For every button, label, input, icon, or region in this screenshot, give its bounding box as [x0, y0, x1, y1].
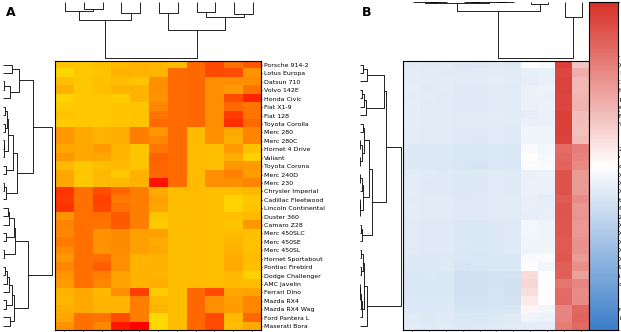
Text: B: B — [362, 6, 371, 19]
Text: A: A — [6, 6, 16, 19]
